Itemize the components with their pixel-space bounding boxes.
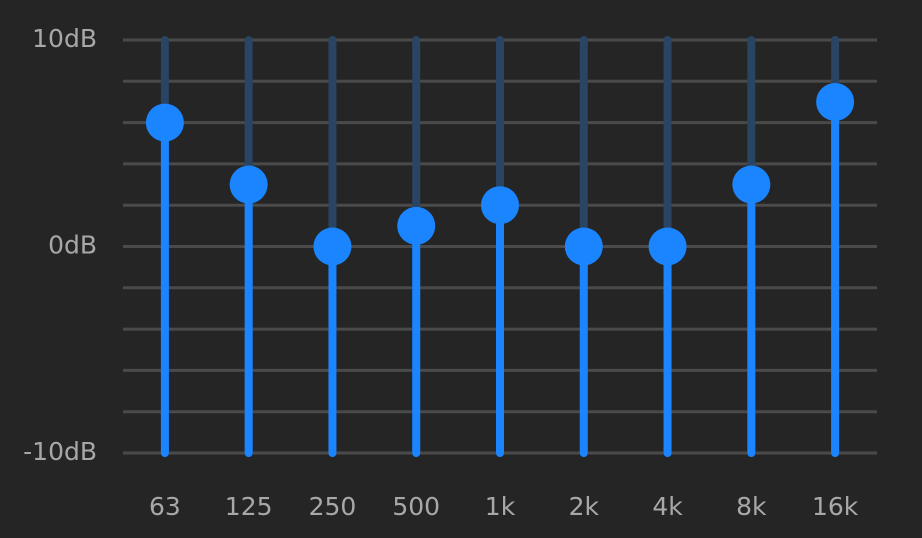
slider-knob[interactable] xyxy=(481,186,519,225)
x-tick-label: 250 xyxy=(309,492,357,521)
x-tick-label: 125 xyxy=(225,492,273,521)
slider-knob[interactable] xyxy=(732,165,771,204)
slider-knob[interactable] xyxy=(397,206,436,245)
slider-knob[interactable] xyxy=(145,103,184,142)
x-tick-label: 8k xyxy=(736,492,767,521)
y-tick-label: 0dB xyxy=(48,231,97,260)
slider-knob[interactable] xyxy=(313,227,352,266)
x-tick-label: 2k xyxy=(569,492,600,521)
y-tick-label: 10dB xyxy=(32,24,97,53)
slider-knob[interactable] xyxy=(229,165,268,204)
slider-knob[interactable] xyxy=(816,82,855,121)
slider-knob[interactable] xyxy=(564,227,603,266)
x-tick-label: 500 xyxy=(392,492,440,521)
x-tick-label: 1k xyxy=(485,492,516,521)
x-tick-label: 4k xyxy=(652,492,683,521)
x-tick-label: 16k xyxy=(812,492,859,521)
x-tick-label: 63 xyxy=(149,492,181,521)
y-tick-label: -10dB xyxy=(23,437,97,466)
slider-knob[interactable] xyxy=(648,227,687,266)
